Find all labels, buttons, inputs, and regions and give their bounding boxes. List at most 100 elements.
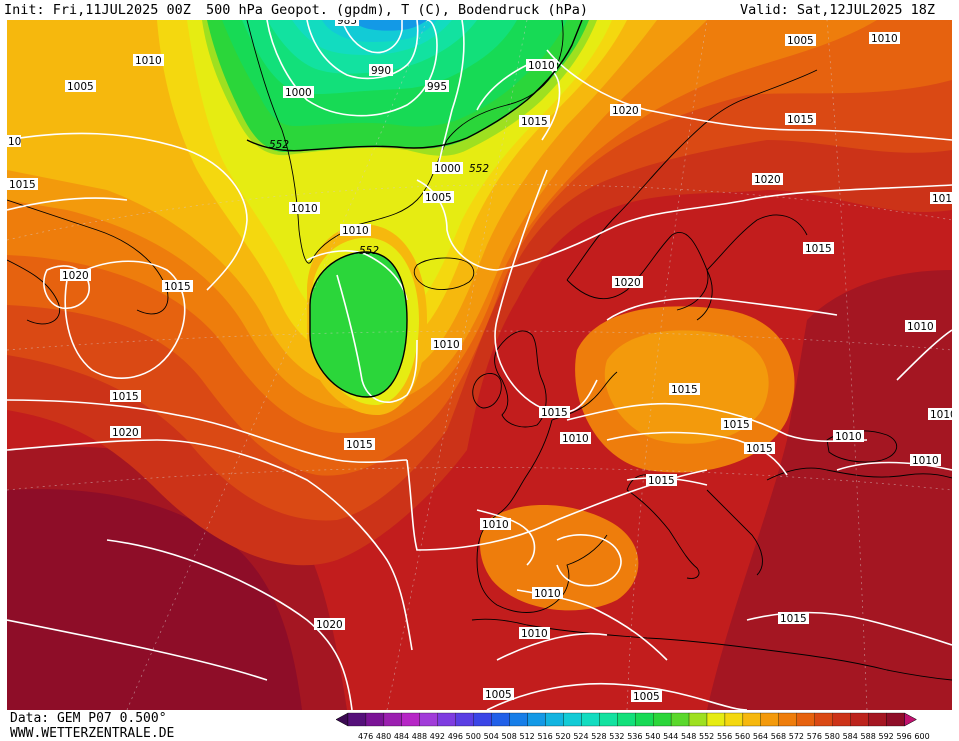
isobar-label-text: 1005 <box>485 689 512 701</box>
isobar-label-text: 1005 <box>633 691 660 703</box>
isobar-label: 990 <box>369 64 393 77</box>
isobar-label-text: 985 <box>337 20 357 27</box>
coast-britain <box>494 330 547 428</box>
colorbar-tick-label: 588 <box>861 732 876 741</box>
isobar-label-text: 1005 <box>67 81 94 93</box>
isobar-label-text: 1010 <box>528 60 555 72</box>
isobar-label-text: 1015 <box>723 419 750 431</box>
colorbar-tick-label: 560 <box>735 732 750 741</box>
geo-label-text: 552 <box>269 139 289 151</box>
fill-552-low <box>310 252 407 397</box>
isobar-label: 1010 <box>532 587 563 600</box>
isobar-label: 1010 <box>431 338 462 351</box>
isobar-label-text: 1010 <box>562 433 589 445</box>
isobar-label: 1010 <box>928 408 952 421</box>
isobar-label: 1010 <box>289 202 320 215</box>
coastlines <box>7 20 952 681</box>
colorbar-tick-label: 524 <box>573 732 588 741</box>
isobar-label: 1015 <box>785 113 816 126</box>
coast-iceland <box>413 257 475 290</box>
isobar-label: 101 <box>930 192 952 205</box>
isobar-label: 995 <box>425 80 449 93</box>
colorbar-swatch <box>599 712 618 727</box>
isobar-label: 1005 <box>785 34 816 47</box>
isobar-label: 985 <box>335 20 359 27</box>
colorbar-swatch <box>635 712 654 727</box>
isobar-label: 1020 <box>110 426 141 439</box>
isobar-label-text: 1005 <box>787 35 814 47</box>
colorbar-swatch <box>832 712 851 727</box>
colorbar-swatch <box>437 712 456 727</box>
isobar-label-text: 1010 <box>433 339 460 351</box>
isobar-label-text: 1015 <box>521 116 548 128</box>
isobar-label-text: 990 <box>371 65 391 77</box>
isobar-label: 1010 <box>480 518 511 531</box>
colorbar-tick-label: 572 <box>789 732 804 741</box>
colorbar-swatch <box>706 712 726 727</box>
isobar-label-text: 1010 <box>534 588 561 600</box>
isobar-label-text: 1010 <box>342 225 369 237</box>
isobar-label: 1005 <box>483 688 514 701</box>
isobar-label: 1015 <box>539 406 570 419</box>
colorbar-tick-label: 596 <box>896 732 911 741</box>
colorbar-tick-label: 568 <box>771 732 786 741</box>
colorbar-tick-label: 580 <box>825 732 840 741</box>
chart-footer: Data: GEM P07 0.500° WWW.WETTERZENTRALE.… <box>0 710 959 741</box>
colorbar-swatch <box>670 712 690 727</box>
isobar-label: 1015 <box>721 418 752 431</box>
isobar-label-text: 1010 <box>835 431 862 443</box>
geopotential-fills <box>7 20 952 710</box>
colorbar-tick-label: 484 <box>394 732 409 741</box>
colorbar-swatch <box>850 712 869 727</box>
colorbar-swatch <box>652 712 672 727</box>
colorbar-swatch <box>419 712 438 727</box>
isobar-label-text: 1010 <box>930 409 952 421</box>
isobar-label-text: 1020 <box>754 174 781 186</box>
coast-north-africa <box>471 618 952 681</box>
isobar-label: 10 <box>7 135 21 148</box>
isobar-label-text: 1000 <box>285 87 312 99</box>
geopotential-labels: 552 552 552 <box>269 139 489 257</box>
isobar-label-text: 1000 <box>434 163 461 175</box>
colorbar-swatch <box>886 712 905 727</box>
isobar-label-text: 1010 <box>482 519 509 531</box>
isobar-label: 1020 <box>314 618 345 631</box>
colorbar-swatch <box>814 712 833 727</box>
colorbar-arrow-left <box>335 712 349 727</box>
isobar-label: 1015 <box>162 280 193 293</box>
colorbar-tick-label: 504 <box>484 732 499 741</box>
colorbar-swatch <box>455 712 474 727</box>
colorbar-swatch <box>581 712 600 727</box>
map-canvas: 552 552 552 985 990 995 1000 1000 1005 1… <box>7 20 952 710</box>
isobar-label: 1020 <box>610 104 641 117</box>
colorbar-tick-label: 476 <box>358 732 373 741</box>
isobar-label-text: 1020 <box>612 105 639 117</box>
isobar-label: 1020 <box>752 173 783 186</box>
map-title: 500 hPa Geopot. (gpdm), T (C), Bodendruc… <box>206 2 589 18</box>
colorbar-tick-label: 540 <box>645 732 660 741</box>
isobar-label-text: 1020 <box>62 270 89 282</box>
isobar-label-text: 1005 <box>425 192 452 204</box>
isobar-label-text: 1015 <box>648 475 675 487</box>
isobar-label: 1010 <box>340 224 371 237</box>
isobar-label-text: 1020 <box>112 427 139 439</box>
geo-label-552-greenland-east: 552 <box>469 163 489 175</box>
valid-time: Valid: Sat,12JUL2025 18Z <box>740 2 936 18</box>
fill-528-greenland <box>352 20 427 31</box>
coast-ireland <box>472 373 502 409</box>
colorbar-tick-label: 552 <box>699 732 714 741</box>
colorbar-tick-label: 500 <box>466 732 481 741</box>
colorbar: 476 480 484 488 492 496 500 504 508 512 516 520 524 5… <box>335 712 930 741</box>
colorbar-swatch <box>509 712 528 727</box>
isobar-label-text: 1010 <box>871 33 898 45</box>
colorbar-tick-label: 600 <box>914 732 929 741</box>
isobar-label: 1015 <box>803 242 834 255</box>
colorbar-swatch <box>724 712 744 727</box>
fill-600-southwest <box>7 489 302 710</box>
init-time: Init: Fri,11JUL2025 00Z <box>4 2 191 18</box>
colorbar-swatch <box>491 712 510 727</box>
colorbar-tick-label: 536 <box>627 732 642 741</box>
colorbar-swatch <box>365 712 385 727</box>
isobar-label: 1015 <box>7 178 38 191</box>
colorbar-tick-label: 508 <box>502 732 517 741</box>
